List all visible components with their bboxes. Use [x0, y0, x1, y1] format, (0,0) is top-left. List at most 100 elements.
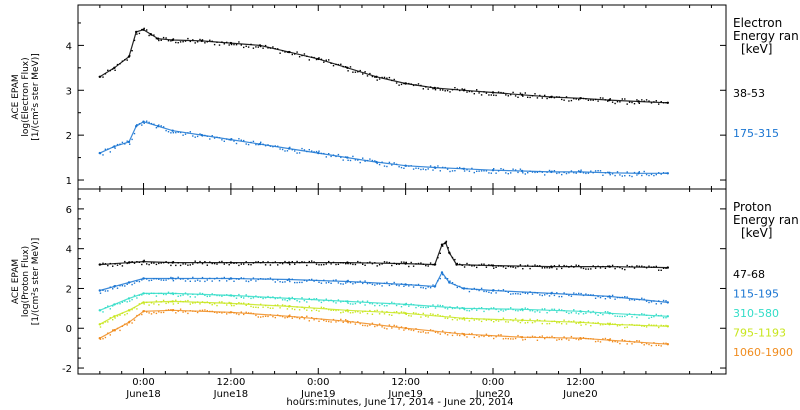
data-point: [512, 338, 514, 340]
data-point: [226, 294, 228, 296]
data-point: [264, 297, 267, 299]
data-point: [432, 263, 434, 266]
data-point: [524, 265, 526, 267]
data-point: [522, 95, 524, 97]
data-point: [412, 312, 415, 314]
data-point: [461, 318, 463, 320]
data-point: [121, 312, 124, 314]
data-point: [454, 283, 456, 286]
data-point: [366, 300, 369, 302]
data-point: [398, 166, 400, 168]
data-point: [289, 280, 291, 283]
data-point: [274, 297, 276, 300]
data-point: [383, 313, 386, 315]
data-point: [631, 101, 633, 104]
data-point: [398, 84, 400, 86]
data-point: [459, 334, 461, 337]
data-point: [218, 44, 221, 46]
data-point: [279, 315, 281, 317]
data-point: [126, 283, 128, 285]
data-point: [558, 96, 560, 98]
data-point: [451, 334, 454, 337]
data-point: [395, 163, 398, 165]
data-point: [575, 322, 577, 325]
data-point: [269, 307, 272, 309]
data-point: [129, 300, 131, 302]
data-point: [519, 92, 522, 94]
data-point: [488, 335, 490, 337]
data-point: [383, 76, 386, 79]
data-point: [235, 142, 238, 145]
data-point: [113, 315, 116, 318]
data-point: [184, 133, 187, 135]
data-point: [536, 319, 539, 321]
data-point: [252, 262, 255, 264]
data-point: [461, 88, 463, 90]
data-point: [585, 312, 587, 314]
data-point: [425, 86, 427, 88]
data-point: [468, 170, 471, 172]
data-point: [633, 299, 636, 301]
data-point: [391, 314, 393, 316]
data-point: [641, 99, 643, 101]
data-point: [388, 161, 391, 164]
data-point: [279, 307, 281, 309]
data-point: [218, 311, 221, 313]
data-point: [233, 262, 235, 264]
legend-entry: 1060-1900: [733, 346, 793, 359]
data-point: [432, 88, 434, 90]
data-point: [381, 310, 383, 313]
data-point: [386, 328, 388, 330]
data-point: [561, 98, 563, 101]
data-point: [403, 329, 405, 331]
data-point: [328, 281, 330, 284]
data-point: [648, 317, 650, 319]
data-point: [626, 296, 628, 298]
data-point: [590, 338, 592, 340]
data-point: [558, 264, 560, 267]
data-point: [354, 71, 357, 73]
data-point: [539, 319, 541, 322]
data-point: [660, 345, 662, 347]
data-point: [485, 266, 488, 268]
data-point: [590, 99, 592, 101]
data-point: [184, 292, 187, 294]
data-point: [433, 86, 436, 90]
data-point: [539, 170, 541, 173]
data-point: [323, 300, 325, 302]
data-point: [213, 311, 216, 313]
data-point: [454, 258, 456, 261]
data-point: [636, 324, 638, 326]
data-point: [257, 296, 259, 298]
data-point: [146, 263, 148, 265]
data-point: [604, 337, 607, 340]
data-point: [541, 171, 543, 173]
data-point: [473, 171, 475, 174]
data-point: [306, 55, 308, 57]
data-point: [614, 267, 616, 270]
data-point: [112, 146, 114, 148]
data-point: [171, 38, 174, 42]
data-point: [150, 122, 153, 125]
data-point: [155, 312, 158, 315]
data-point: [599, 312, 602, 314]
data-point: [162, 262, 165, 264]
data-point: [655, 173, 657, 176]
data-point: [570, 170, 573, 172]
data-point: [371, 322, 374, 324]
data-point: [631, 298, 633, 301]
data-point: [194, 42, 196, 44]
data-point: [398, 312, 400, 315]
data-point: [471, 288, 473, 290]
data-point: [243, 263, 245, 265]
data-point: [201, 292, 204, 295]
data-point: [267, 47, 269, 49]
data-point: [317, 57, 320, 61]
data-point: [432, 313, 434, 315]
data-point: [287, 297, 291, 300]
data-point: [308, 59, 310, 61]
data-point: [383, 165, 386, 167]
data-point: [286, 279, 289, 281]
data-point: [444, 332, 446, 335]
